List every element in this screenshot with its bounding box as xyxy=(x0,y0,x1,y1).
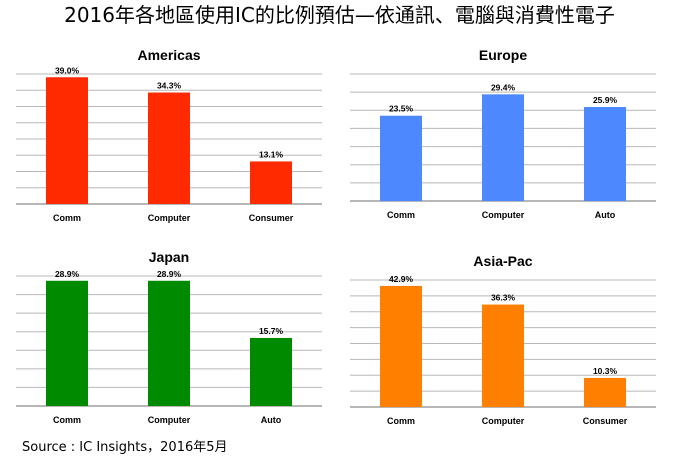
category-label: Consumer xyxy=(249,213,294,223)
data-label: 36.3% xyxy=(491,293,516,303)
page-title: 2016年各地區使用IC的比例預估—依通訊、電腦與消費性電子 xyxy=(64,3,615,27)
bar-americas-computer xyxy=(148,92,190,204)
bar-japan-computer xyxy=(148,280,190,406)
bar-asia-pac-computer xyxy=(482,304,524,407)
category-label: Auto xyxy=(595,210,616,220)
chart-japan-svg: Japan 28.9% Comm 28.9% Computer 15.7% Auto xyxy=(16,249,322,425)
data-label: 39.0% xyxy=(55,65,80,75)
category-label: Comm xyxy=(387,416,415,426)
bar-americas-comm xyxy=(46,77,88,204)
bar-asia-pac-consumer xyxy=(584,377,626,407)
source-note: Source : IC Insights，2016年5月 xyxy=(22,440,228,455)
bar-americas-consumer xyxy=(250,161,292,204)
category-label: Auto xyxy=(261,415,282,425)
data-label: 28.9% xyxy=(55,269,80,279)
chart-americas-svg: Americas 39.0% Comm 34.3% Computer 13.1% Consu… xyxy=(16,47,322,223)
category-label: Comm xyxy=(53,213,81,223)
data-label: 34.3% xyxy=(157,81,182,91)
data-label: 23.5% xyxy=(389,104,414,114)
bar-japan-auto xyxy=(250,337,292,406)
chart-asia-pac: Asia-Pac 42.9% Comm 36.3% Computer 10.3% Consu… xyxy=(346,250,661,435)
category-label: Computer xyxy=(148,415,191,425)
data-label: 28.9% xyxy=(157,269,182,279)
data-label: 13.1% xyxy=(259,149,284,159)
chart-title: Japan xyxy=(149,249,189,265)
data-label: 10.3% xyxy=(593,366,618,376)
category-label: Computer xyxy=(148,213,191,223)
chart-title: Americas xyxy=(137,47,200,63)
data-label: 25.9% xyxy=(593,95,618,105)
category-label: Comm xyxy=(53,415,81,425)
chart-title: Asia-Pac xyxy=(473,253,532,269)
chart-europe-svg: Europe 23.5% Comm 29.4% Computer 25.9% Auto xyxy=(350,47,656,220)
category-label: Comm xyxy=(387,210,415,220)
category-label: Computer xyxy=(482,416,525,426)
bar-asia-pac-comm xyxy=(380,285,422,407)
category-label: Consumer xyxy=(583,416,628,426)
bar-europe-computer xyxy=(482,94,524,201)
chart-asia-pac-svg: Asia-Pac 42.9% Comm 36.3% Computer 10.3% Consu… xyxy=(350,253,656,426)
data-label: 42.9% xyxy=(389,274,414,284)
chart-americas: Americas 39.0% Comm 34.3% Computer 13.1% Consu… xyxy=(12,44,327,229)
bar-europe-auto xyxy=(584,107,626,201)
chart-europe: Europe 23.5% Comm 29.4% Computer 25.9% Auto xyxy=(346,44,661,229)
bar-japan-comm xyxy=(46,280,88,406)
data-label: 15.7% xyxy=(259,326,284,336)
category-label: Computer xyxy=(482,210,525,220)
chart-japan: Japan 28.9% Comm 28.9% Computer 15.7% Auto xyxy=(12,246,327,431)
chart-title: Europe xyxy=(479,47,527,63)
bar-europe-comm xyxy=(380,115,422,201)
data-label: 29.4% xyxy=(491,82,516,92)
